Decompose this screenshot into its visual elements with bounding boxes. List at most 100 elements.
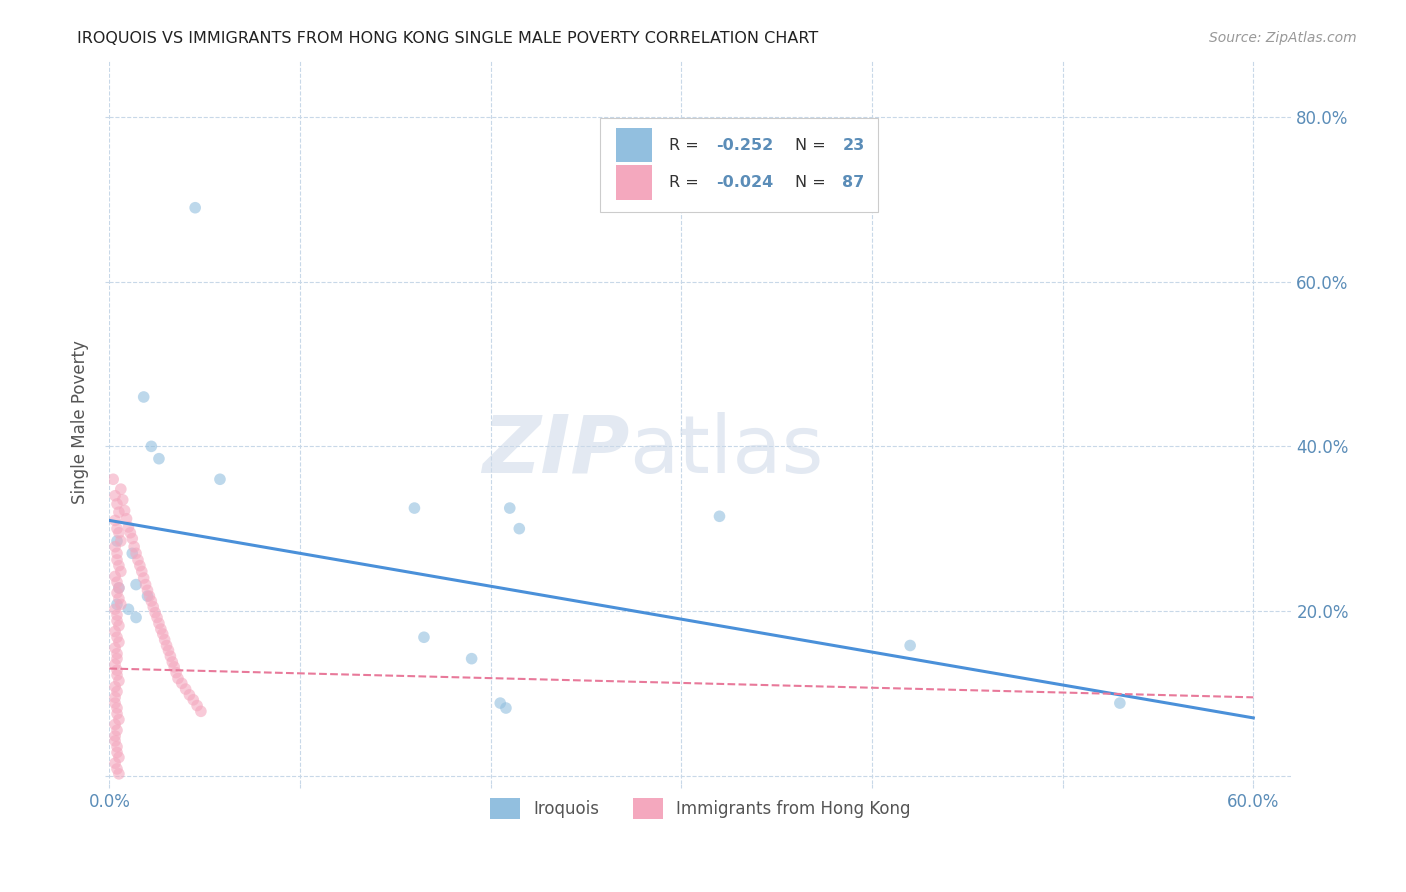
Point xyxy=(105,739,128,754)
Point xyxy=(149,622,172,636)
Point xyxy=(404,501,426,516)
Point xyxy=(146,610,169,624)
Point xyxy=(181,693,204,707)
Point xyxy=(108,581,131,595)
Point xyxy=(174,682,197,697)
Point xyxy=(108,713,131,727)
Point xyxy=(1108,696,1130,710)
Point xyxy=(103,472,125,486)
Point xyxy=(104,756,127,771)
FancyBboxPatch shape xyxy=(600,118,877,211)
Point xyxy=(108,619,131,633)
Point xyxy=(108,767,131,781)
Point xyxy=(121,532,143,546)
Text: 23: 23 xyxy=(842,137,865,153)
Point xyxy=(105,630,128,644)
Point xyxy=(132,390,155,404)
Y-axis label: Single Male Poverty: Single Male Poverty xyxy=(72,340,89,504)
Point xyxy=(105,684,128,698)
Point xyxy=(159,649,181,664)
Point xyxy=(105,663,128,677)
Point xyxy=(495,701,517,715)
Point xyxy=(111,492,134,507)
Point xyxy=(117,520,139,534)
Point xyxy=(413,630,436,644)
Point xyxy=(104,734,127,748)
Point xyxy=(110,482,132,496)
Point xyxy=(460,651,482,665)
Point xyxy=(165,665,187,680)
Point xyxy=(136,589,159,603)
Point xyxy=(105,546,128,560)
Point xyxy=(105,762,128,776)
Point xyxy=(105,706,128,721)
Text: -0.252: -0.252 xyxy=(716,137,773,153)
Point xyxy=(121,546,143,560)
Point xyxy=(152,627,174,641)
Point xyxy=(184,201,207,215)
Point xyxy=(499,501,522,516)
Point xyxy=(167,672,190,686)
Text: R =: R = xyxy=(668,137,703,153)
Point xyxy=(208,472,231,486)
Point xyxy=(114,503,136,517)
Point xyxy=(104,690,127,705)
Point xyxy=(105,497,128,511)
Point xyxy=(105,651,128,665)
Point xyxy=(117,602,139,616)
Point xyxy=(104,680,127,694)
Point xyxy=(105,522,128,536)
Point xyxy=(489,696,512,710)
Point xyxy=(110,598,132,612)
Point xyxy=(153,632,176,647)
Point xyxy=(131,565,153,579)
Point xyxy=(104,696,127,710)
Point xyxy=(125,577,148,591)
Point xyxy=(104,540,127,554)
Point xyxy=(105,614,128,628)
Point xyxy=(110,565,132,579)
Point xyxy=(508,522,530,536)
Point xyxy=(105,598,128,612)
Point xyxy=(105,553,128,567)
Point xyxy=(108,673,131,688)
Point xyxy=(135,577,157,591)
Point xyxy=(709,509,731,524)
Legend: Iroquois, Immigrants from Hong Kong: Iroquois, Immigrants from Hong Kong xyxy=(484,791,917,826)
Point xyxy=(127,553,149,567)
Point xyxy=(105,586,128,600)
Point xyxy=(148,451,170,466)
Point xyxy=(105,647,128,661)
Point xyxy=(141,439,163,453)
Text: R =: R = xyxy=(668,175,703,190)
Point xyxy=(170,676,193,690)
Point xyxy=(104,657,127,672)
Point xyxy=(105,608,128,623)
Point xyxy=(125,546,148,560)
Text: -0.024: -0.024 xyxy=(716,175,773,190)
Text: IROQUOIS VS IMMIGRANTS FROM HONG KONG SINGLE MALE POVERTY CORRELATION CHART: IROQUOIS VS IMMIGRANTS FROM HONG KONG SI… xyxy=(77,31,818,46)
Point xyxy=(105,746,128,760)
Point xyxy=(898,639,921,653)
Point xyxy=(138,589,160,603)
Point xyxy=(104,569,127,583)
Point xyxy=(125,610,148,624)
Point xyxy=(104,513,127,527)
Point xyxy=(186,698,208,713)
Text: atlas: atlas xyxy=(630,411,824,490)
Point xyxy=(108,591,131,606)
Text: N =: N = xyxy=(794,137,831,153)
Point xyxy=(104,717,127,731)
Point xyxy=(179,688,201,702)
Point xyxy=(108,558,131,573)
Point xyxy=(120,525,142,540)
Point xyxy=(105,533,128,548)
Point xyxy=(143,606,166,620)
Text: ZIP: ZIP xyxy=(482,411,630,490)
Point xyxy=(104,729,127,743)
Point xyxy=(157,643,180,657)
Point xyxy=(163,660,186,674)
Point xyxy=(104,602,127,616)
Point xyxy=(155,639,177,653)
Point xyxy=(105,701,128,715)
